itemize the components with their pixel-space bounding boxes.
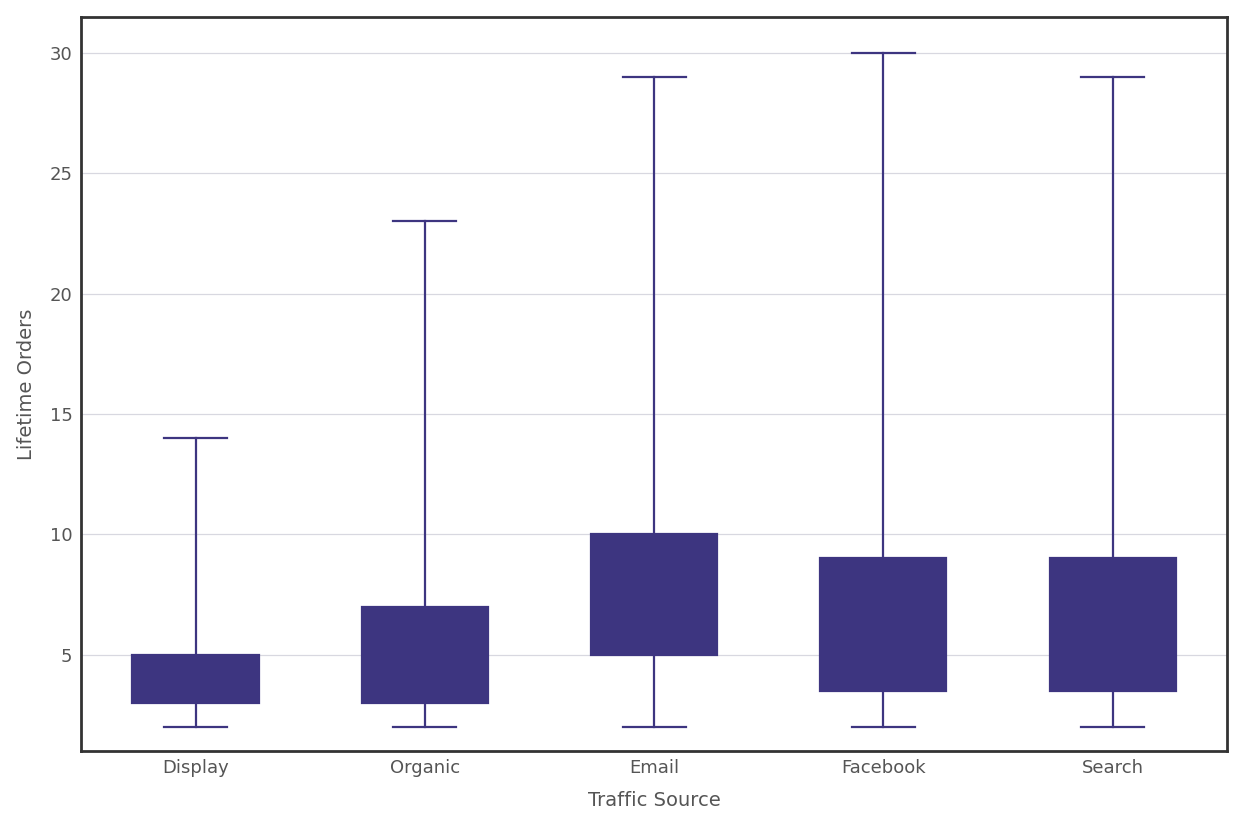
PathPatch shape bbox=[132, 655, 259, 703]
PathPatch shape bbox=[820, 558, 947, 691]
X-axis label: Traffic Source: Traffic Source bbox=[587, 791, 720, 810]
PathPatch shape bbox=[362, 607, 488, 703]
PathPatch shape bbox=[1050, 558, 1176, 691]
PathPatch shape bbox=[591, 534, 717, 655]
Y-axis label: Lifetime Orders: Lifetime Orders bbox=[16, 308, 36, 460]
